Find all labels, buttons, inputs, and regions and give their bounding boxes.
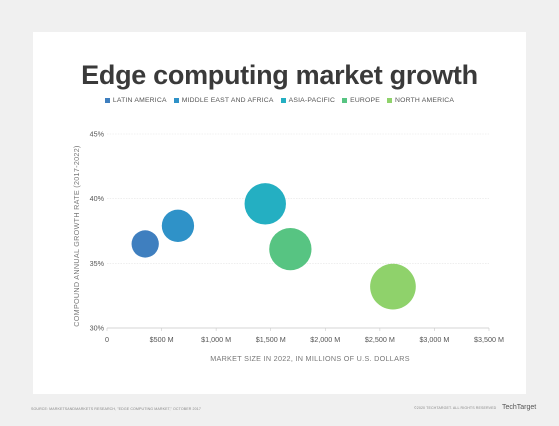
y-tick-label: 45%	[90, 130, 105, 139]
x-tick-label: $2,500 M	[365, 335, 395, 344]
y-tick-label: 30%	[90, 324, 105, 333]
x-axis-label: MARKET SIZE IN 2022, IN MILLIONS OF U.S.…	[210, 354, 410, 363]
x-tick-label: $1,500 M	[256, 335, 286, 344]
chart-title: Edge computing market growth	[81, 60, 478, 90]
techtarget-logo: TechTarget	[502, 404, 537, 411]
y-axis-label: COMPOUND ANNUAL GROWTH RATE (2017-2022)	[72, 145, 81, 326]
legend-label-middle-east-africa: MIDDLE EAST AND AFRICA	[181, 97, 274, 104]
bubble-europe	[269, 227, 312, 271]
y-tick-label: 40%	[90, 194, 105, 203]
legend-label-europe: EUROPE	[350, 97, 380, 104]
x-tick-label: $500 M	[150, 335, 174, 344]
legend-item-asia-pacific: ASIA-PACIFIC	[280, 97, 336, 104]
legend-label-north-america: NORTH AMERICA	[395, 97, 455, 104]
x-tick-label: $1,000 M	[201, 335, 231, 344]
bubble-middle-east-and-africa	[161, 209, 195, 242]
source-note: SOURCE: MARKETSANDMARKETS RESEARCH, "EDG…	[31, 407, 201, 411]
legend-swatch-north-america	[387, 98, 392, 103]
legend-item-middle-east-africa: MIDDLE EAST AND AFRICA	[173, 97, 274, 104]
y-tick-label: 35%	[90, 259, 105, 268]
x-tick-label: 0	[105, 335, 109, 344]
x-tick-label: $3,500 M	[474, 335, 504, 344]
legend-swatch-latin-america	[104, 98, 110, 103]
legend-swatch-middle-east-africa	[173, 98, 179, 103]
legend-swatch-asia-pacific	[280, 98, 286, 103]
x-tick-label: $3,000 M	[419, 335, 449, 344]
bubble-asia-pacific	[244, 183, 286, 225]
bubble-north-america	[370, 263, 416, 310]
legend-swatch-europe	[342, 98, 348, 103]
legend-item-latin-america: LATIN AMERICA	[104, 97, 167, 104]
bubble-latin-america	[131, 230, 159, 258]
legend-label-latin-america: LATIN AMERICA	[112, 97, 167, 104]
copyright-note: ©2020 TECHTARGET. ALL RIGHTS RESERVED	[414, 406, 497, 410]
legend-item-north-america: NORTH AMERICA	[387, 97, 454, 104]
chart-legend: LATIN AMERICA MIDDLE EAST AND AFRICA ASI…	[0, 97, 559, 104]
legend-label-asia-pacific: ASIA-PACIFIC	[288, 97, 336, 104]
legend-item-europe: EUROPE	[342, 97, 380, 104]
x-tick-label: $2,000 M	[310, 335, 340, 344]
